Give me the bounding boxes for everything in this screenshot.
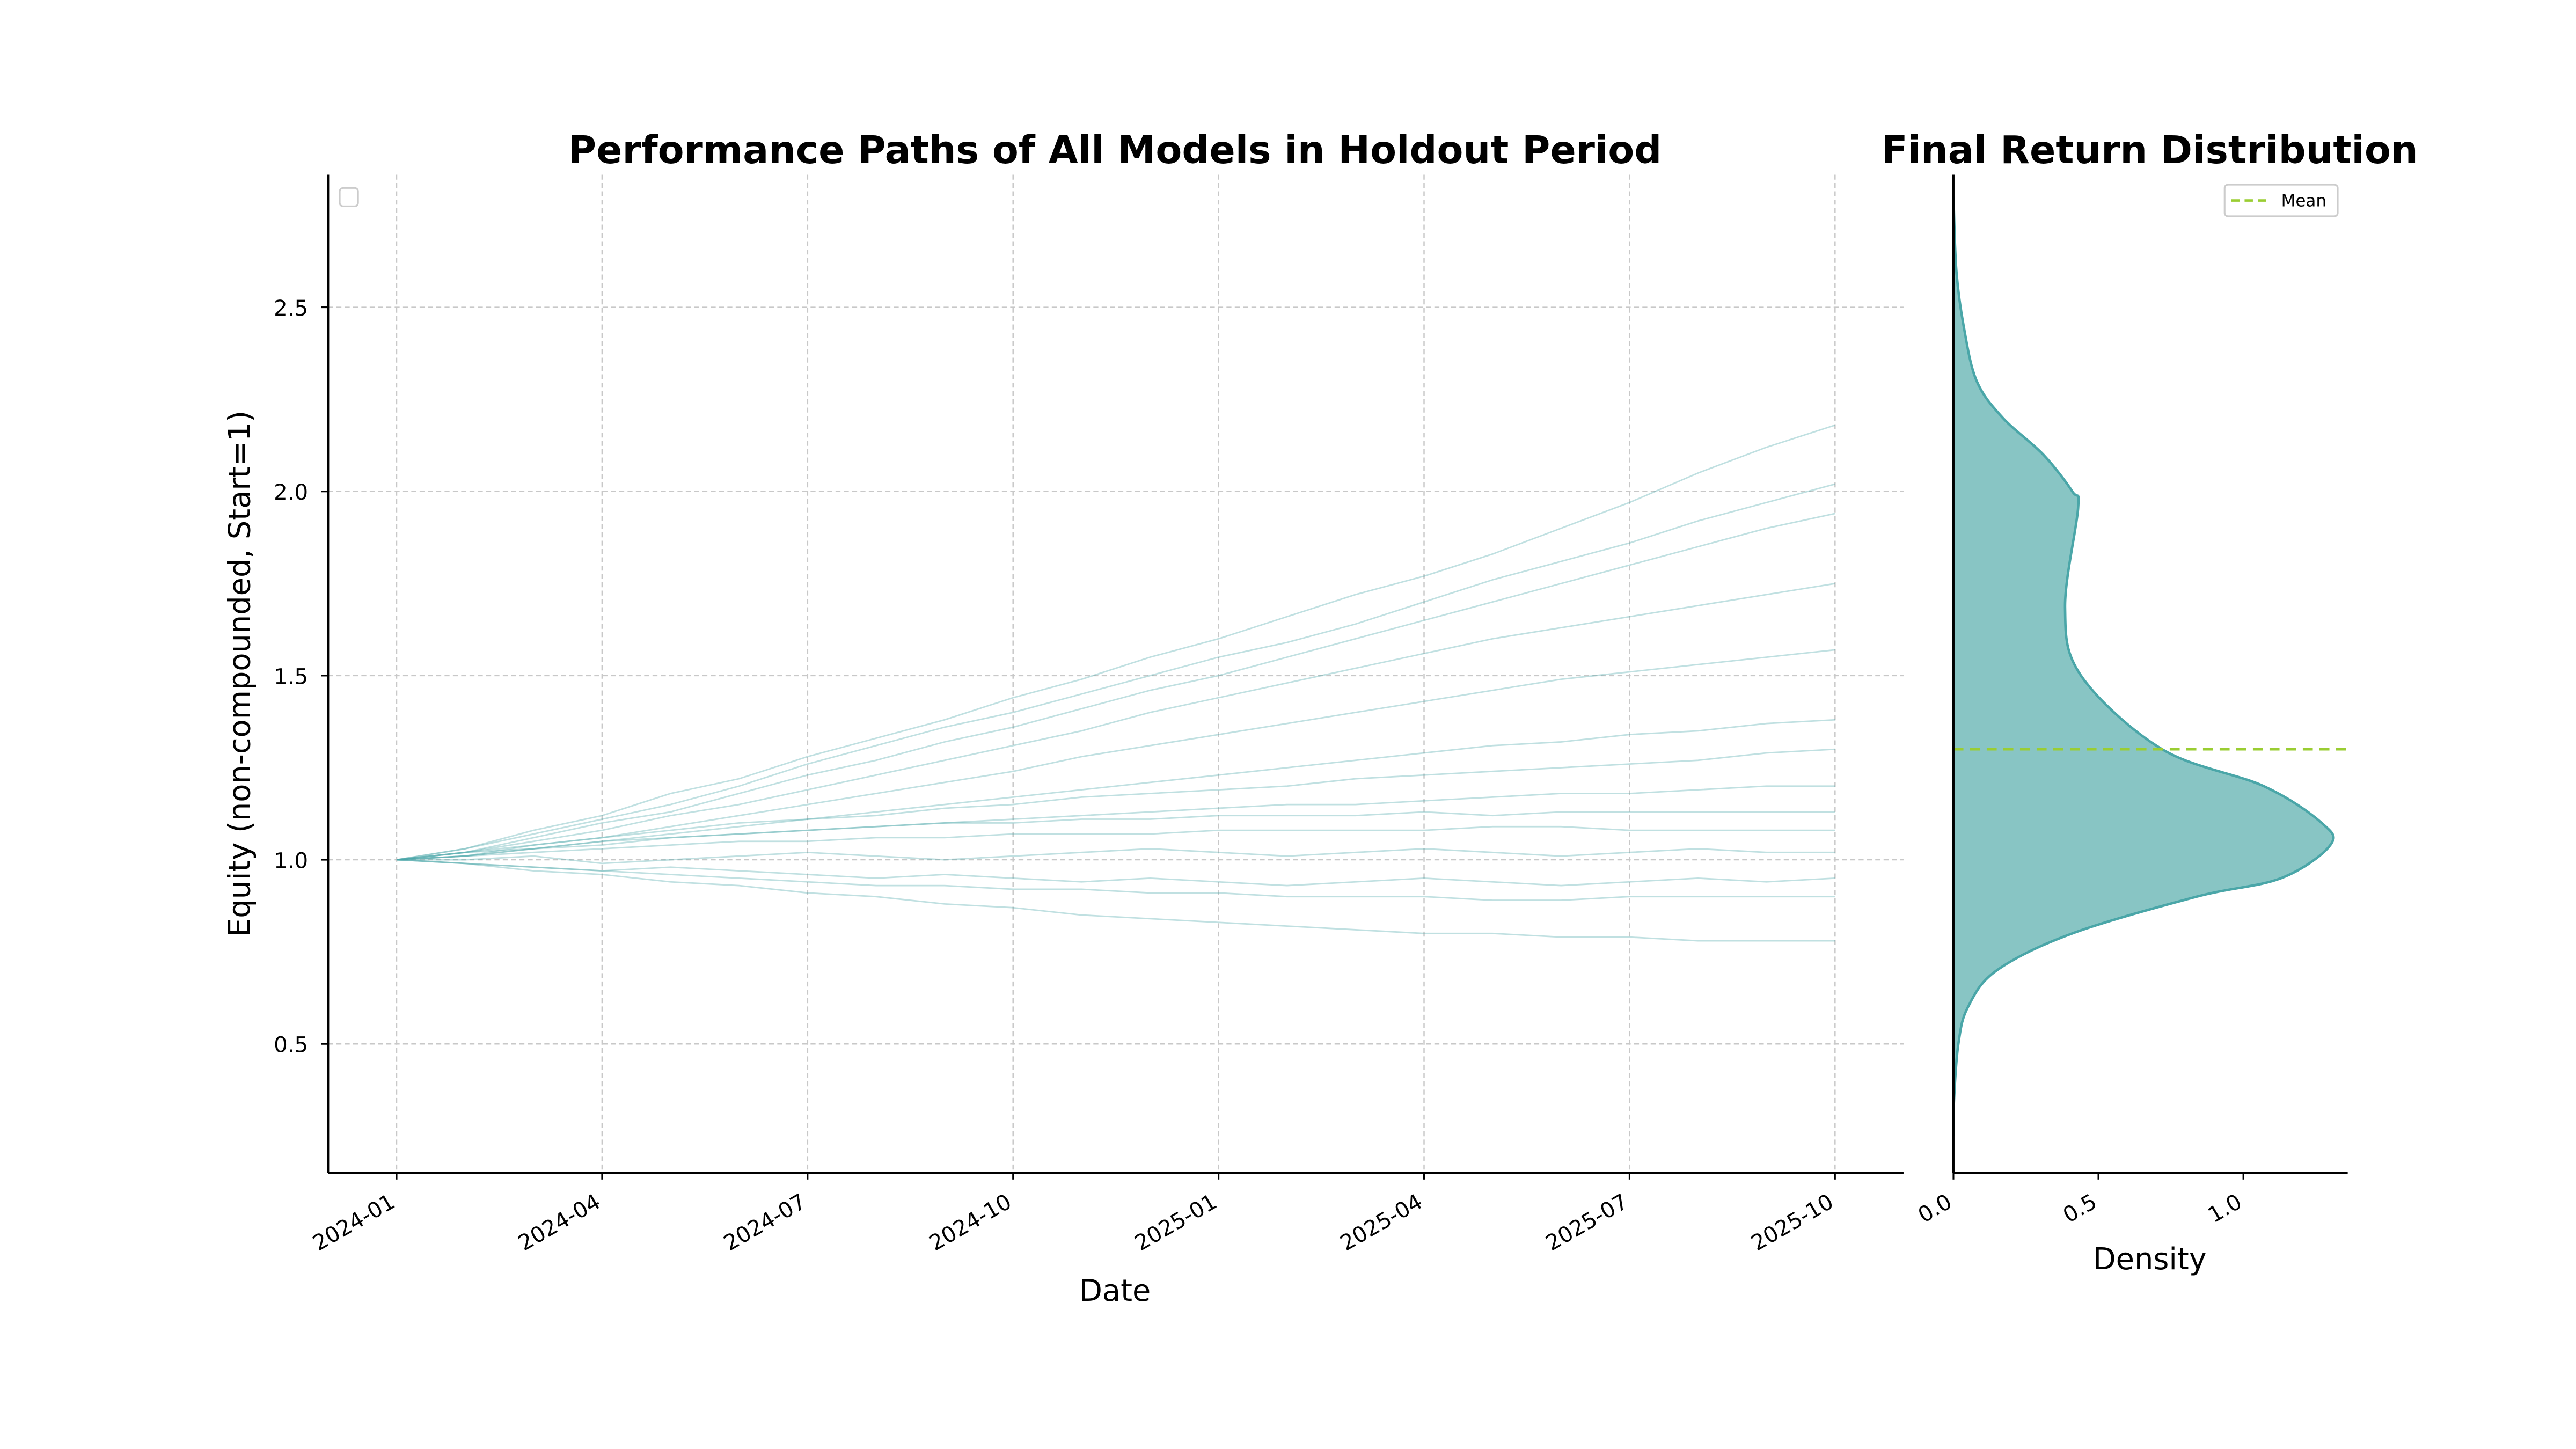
equity-path (396, 785, 1835, 861)
x-axis-label: Date (1079, 1274, 1151, 1308)
equity-path (396, 859, 1835, 942)
equity-path (396, 719, 1835, 861)
y-tick-label: 1.5 (274, 664, 308, 689)
density-axis-label: Density (2093, 1242, 2207, 1277)
equity-path (396, 748, 1835, 861)
left-title: Performance Paths of All Models in Holdo… (568, 128, 1662, 172)
legend-label: Mean (2281, 191, 2326, 210)
equity-path (396, 825, 1835, 861)
density-area (1952, 196, 2335, 1136)
y-tick-label: 2.0 (274, 480, 308, 505)
equity-path (396, 513, 1835, 861)
equity-path (396, 483, 1835, 861)
y-tick-label: 2.5 (274, 296, 308, 321)
equity-path (396, 859, 1835, 887)
equity-path (396, 811, 1835, 861)
equity-path (396, 424, 1835, 861)
right-title: Final Return Distribution (1882, 128, 2418, 172)
equity-path (396, 582, 1835, 861)
y-tick-label: 1.0 (274, 848, 308, 874)
equity-path (396, 848, 1835, 865)
equity-path (396, 649, 1835, 861)
y-tick-label: 0.5 (274, 1033, 308, 1058)
empty-legend (339, 187, 359, 207)
equity-path (396, 859, 1835, 901)
y-axis-label: Equity (non-compounded, Start=1) (223, 411, 258, 937)
legend-box (2223, 184, 2339, 217)
